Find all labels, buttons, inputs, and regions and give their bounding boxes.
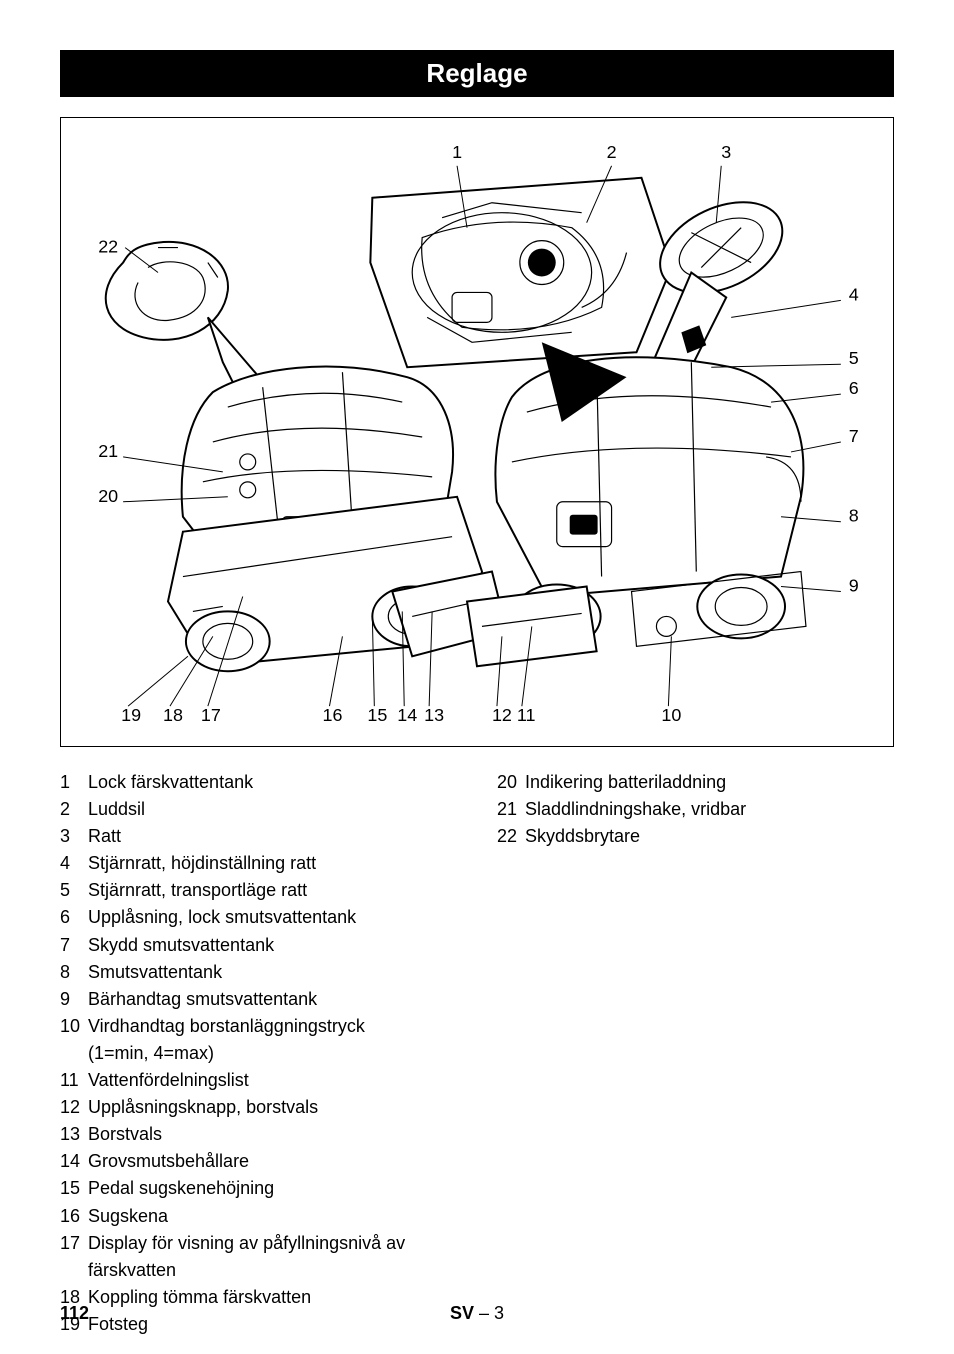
legend-num: 17 [60,1230,88,1256]
legend-text: Stjärnratt, transportläge ratt [88,877,457,903]
legend-item-12: 12Upplåsningsknapp, borstvals [60,1094,457,1120]
legend-item-10-cont: (1=min, 4=max) [60,1040,457,1066]
legend-num: 21 [497,796,525,822]
legend-text: Skyddsbrytare [525,823,894,849]
legend-num: 12 [60,1094,88,1120]
callout-5: 5 [849,348,859,368]
callout-8: 8 [849,506,859,526]
legend-text: Smutsvattentank [88,959,457,985]
page-footer: 112 SV – 3 [60,1303,894,1324]
legend-item-17: 17Display för visning av påfyllningsnivå… [60,1230,457,1256]
legend-text: Indikering batteriladdning [525,769,894,795]
callout-2: 2 [607,142,617,162]
legend-item-13: 13Borstvals [60,1121,457,1147]
callout-21: 21 [98,441,118,461]
legend-num: 5 [60,877,88,903]
legend-num: 1 [60,769,88,795]
legend-item-7: 7Skydd smutsvattentank [60,932,457,958]
callout-1: 1 [452,142,462,162]
legend-item-4: 4Stjärnratt, höjdinställning ratt [60,850,457,876]
legend-item-8: 8Smutsvattentank [60,959,457,985]
legend-item-16: 16Sugskena [60,1203,457,1229]
callout-22: 22 [98,237,118,257]
legend-num: 3 [60,823,88,849]
legend-item-14: 14Grovsmutsbehållare [60,1148,457,1174]
callout-11: 11 [517,705,536,725]
inset-detail [370,178,671,367]
legend-num: 4 [60,850,88,876]
legend-text: Display för visning av påfyllningsnivå a… [88,1230,457,1256]
legend-text: Upplåsning, lock smutsvattentank [88,904,457,930]
diagram-container: 12345678922212019181716151413121110 [60,117,894,747]
legend-item-2: 2Luddsil [60,796,457,822]
legend-num: 22 [497,823,525,849]
legend-num: 6 [60,904,88,930]
legend-text: Sugskena [88,1203,457,1229]
legend-text: Bärhandtag smutsvattentank [88,986,457,1012]
callout-6: 6 [849,378,859,398]
legend-num: 13 [60,1121,88,1147]
legend-item-3: 3Ratt [60,823,457,849]
legend-item-5: 5Stjärnratt, transportläge ratt [60,877,457,903]
callout-19: 19 [121,705,141,725]
callout-10: 10 [661,705,681,725]
callout-15: 15 [367,705,387,725]
legend-num: 20 [497,769,525,795]
legend-num: 2 [60,796,88,822]
legend-num: 10 [60,1013,88,1039]
legend-num: 8 [60,959,88,985]
legend-text: Luddsil [88,796,457,822]
legend-item-6: 6Upplåsning, lock smutsvattentank [60,904,457,930]
callout-4: 4 [849,284,859,304]
callout-20: 20 [98,486,118,506]
legend-text: Ratt [88,823,457,849]
legend-item-21: 21Sladdlindningshake, vridbar [497,796,894,822]
legend-text: Vattenfördelningslist [88,1067,457,1093]
legend-item-9: 9Bärhandtag smutsvattentank [60,986,457,1012]
legend-num: 15 [60,1175,88,1201]
footer-lang: SV – 3 [450,1303,504,1324]
legend-text: Lock färskvattentank [88,769,457,795]
page-number: 112 [60,1303,89,1324]
legend-text: Grovsmutsbehållare [88,1148,457,1174]
legend-item-17-cont: färskvatten [60,1257,457,1283]
legend-text: Virdhandtag borstanläggningstryck [88,1013,457,1039]
legend-text: Sladdlindningshake, vridbar [525,796,894,822]
legend-num: 14 [60,1148,88,1174]
legend-text: Stjärnratt, höjdinställning ratt [88,850,457,876]
legend-item-1: 1Lock färskvattentank [60,769,457,795]
legend-item-10: 10Virdhandtag borstanläggningstryck [60,1013,457,1039]
callout-3: 3 [721,142,731,162]
legend-text: Upplåsningsknapp, borstvals [88,1094,457,1120]
legend-item-22: 22Skyddsbrytare [497,823,894,849]
callout-18: 18 [163,705,183,725]
legend-item-20: 20Indikering batteriladdning [497,769,894,795]
legend-text: Pedal sugskenehöjning [88,1175,457,1201]
legend: 1Lock färskvattentank2Luddsil3Ratt4Stjär… [60,769,894,1338]
legend-item-11: 11Vattenfördelningslist [60,1067,457,1093]
callout-12: 12 [492,705,512,725]
legend-num: 7 [60,932,88,958]
callout-16: 16 [322,705,342,725]
callout-7: 7 [849,426,859,446]
legend-text: Skydd smutsvattentank [88,932,457,958]
callout-14: 14 [397,705,417,725]
legend-text: Borstvals [88,1121,457,1147]
legend-num: 16 [60,1203,88,1229]
parts-diagram: 12345678922212019181716151413121110 [61,118,893,746]
callout-13: 13 [424,705,444,725]
legend-column-2: 20Indikering batteriladdning21Sladdlindn… [497,769,894,1338]
legend-num: 11 [60,1067,88,1093]
callout-17: 17 [201,705,221,725]
page-title: Reglage [60,50,894,97]
legend-item-15: 15Pedal sugskenehöjning [60,1175,457,1201]
legend-column-1: 1Lock färskvattentank2Luddsil3Ratt4Stjär… [60,769,457,1338]
legend-num: 9 [60,986,88,1012]
callout-9: 9 [849,575,859,595]
